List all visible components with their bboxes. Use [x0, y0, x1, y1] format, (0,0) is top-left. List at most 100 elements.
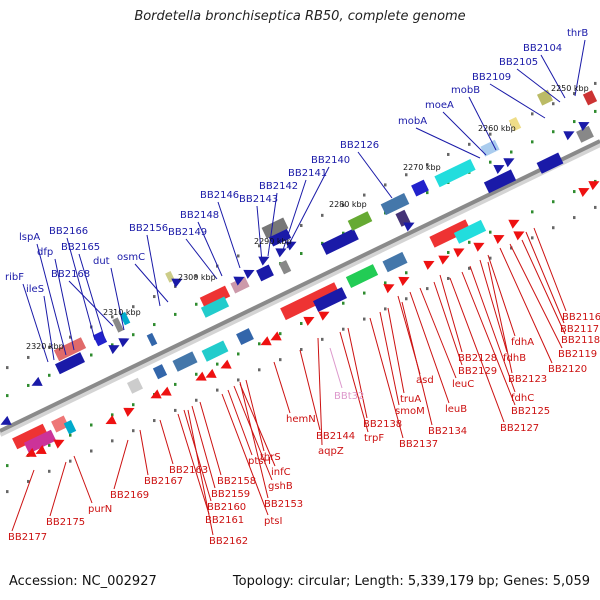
gene-block	[380, 193, 410, 216]
gene-label-asd[interactable]: asd	[416, 375, 434, 386]
gene-label-lspa[interactable]: lspA	[19, 232, 40, 243]
gc-dot	[195, 274, 198, 278]
leader-line	[146, 234, 161, 307]
strand-arrow	[105, 415, 117, 425]
gene-label-bb2169[interactable]: BB2169	[110, 490, 149, 501]
gene-label-bb2125[interactable]: BB2125	[511, 406, 550, 417]
gene-label-fdha[interactable]: fdhA	[511, 337, 534, 348]
gene-label-bb2158[interactable]: BB2158	[217, 476, 256, 487]
gene-label-bb2160[interactable]: BB2160	[207, 502, 246, 513]
gc-dot	[111, 315, 114, 319]
gene-label-leub[interactable]: leuB	[445, 404, 467, 415]
gene-label-ptsh[interactable]: ptsH	[248, 456, 271, 467]
gc-dot	[132, 333, 135, 337]
gene-label-bb2117[interactable]: BB2117	[560, 324, 599, 335]
gc-dot	[405, 271, 408, 275]
gene-label-bb2116[interactable]: BB2116	[562, 312, 600, 323]
gene-label-bb2141[interactable]: BB2141	[288, 168, 327, 179]
gene-label-bb2129[interactable]: BB2129	[458, 366, 497, 377]
gene-label-thrs[interactable]: thrS	[260, 452, 281, 463]
leader-line	[317, 337, 323, 446]
gene-label-bb2140[interactable]: BB2140	[311, 155, 350, 166]
leader-line	[239, 381, 269, 499]
leader-line	[139, 429, 149, 476]
gene-label-leuc[interactable]: leuC	[452, 379, 474, 390]
gene-label-bb2109[interactable]: BB2109	[472, 72, 511, 83]
gene-label-bb2162[interactable]: BB2162	[209, 536, 248, 547]
gene-label-bb2163[interactable]: BB2163	[169, 465, 208, 476]
backbone-shadow	[0, 141, 600, 437]
gene-label-bb2148[interactable]: BB2148	[180, 210, 219, 221]
leader-line	[439, 274, 463, 353]
gene-label-ribf[interactable]: ribF	[5, 272, 24, 283]
strand-arrow	[303, 316, 315, 326]
gene-label-bb2177[interactable]: BB2177	[8, 532, 47, 543]
strand-arrow	[438, 255, 450, 265]
gene-label-moea[interactable]: moeA	[425, 100, 454, 111]
gene-label-bb2138[interactable]: BB2138	[363, 419, 402, 430]
gene-label-thrb[interactable]: thrB	[567, 28, 588, 39]
gene-label-bb2153[interactable]: BB2153	[264, 499, 303, 510]
gene-label-bb2156[interactable]: BB2156	[129, 223, 168, 234]
gene-label-osmc[interactable]: osmC	[117, 252, 145, 263]
gene-label-purn[interactable]: purN	[88, 504, 112, 515]
gene-label-bb2161[interactable]: BB2161	[205, 515, 244, 526]
gene-label-bb2168[interactable]: BB2168	[51, 269, 90, 280]
gc-dot	[195, 302, 198, 306]
gene-label-fdhb[interactable]: fdhB	[503, 353, 526, 364]
gene-label-bb2165[interactable]: BB2165	[61, 242, 100, 253]
gene-label-bb2126[interactable]: BB2126	[340, 140, 379, 151]
gc-dot	[111, 439, 114, 443]
gene-label-bb2159[interactable]: BB2159	[211, 489, 250, 500]
gene-label-infc[interactable]: infC	[271, 467, 291, 478]
gene-label-trua[interactable]: truA	[400, 394, 421, 405]
gene-block	[230, 276, 250, 294]
gene-label-bb2128[interactable]: BB2128	[458, 353, 497, 364]
gene-label-bb2175[interactable]: BB2175	[46, 517, 85, 528]
gene-label-bb2143[interactable]: BB2143	[239, 194, 278, 205]
gene-label-dfp[interactable]: dfp	[37, 247, 53, 258]
gene-label-moba[interactable]: mobA	[398, 116, 427, 127]
gene-label-iles[interactable]: ileS	[26, 284, 44, 295]
gene-label-aqpz[interactable]: aqpZ	[318, 446, 344, 457]
gene-label-smom[interactable]: smoM	[395, 406, 425, 417]
rna-label-bbt32[interactable]: BBt32	[334, 391, 364, 402]
gene-label-hemn[interactable]: hemN	[286, 414, 316, 425]
strand-arrow	[258, 256, 270, 266]
gene-label-bb2149[interactable]: BB2149	[168, 227, 207, 238]
gene-block	[536, 152, 564, 174]
leader-line	[197, 221, 223, 277]
gene-label-bb2146[interactable]: BB2146	[200, 190, 239, 201]
gene-label-trpf[interactable]: trpF	[364, 433, 384, 444]
gene-block	[119, 311, 131, 326]
gene-label-fdhc[interactable]: fdhC	[511, 393, 534, 404]
gene-label-bb2137[interactable]: BB2137	[399, 439, 438, 450]
gene-label-bb2142[interactable]: BB2142	[259, 181, 298, 192]
gene-label-ptsi[interactable]: ptsI	[264, 516, 282, 527]
gene-label-bb2144[interactable]: BB2144	[316, 431, 355, 442]
gene-label-dut[interactable]: dut	[93, 256, 110, 267]
gene-label-mobb[interactable]: mobB	[451, 85, 480, 96]
gene-label-bb2166[interactable]: BB2166	[49, 226, 88, 237]
gene-label-bb2105[interactable]: BB2105	[499, 57, 538, 68]
gc-dot	[447, 152, 450, 156]
scale-tick-label: 2280 kbp	[329, 200, 367, 209]
gc-dot	[573, 190, 576, 194]
gene-label-bb2127[interactable]: BB2127	[500, 423, 539, 434]
leader-line	[540, 54, 566, 99]
gene-label-bb2134[interactable]: BB2134	[428, 426, 467, 437]
strand-arrow	[423, 260, 435, 270]
gene-label-bb2123[interactable]: BB2123	[508, 374, 547, 385]
gene-block	[480, 139, 500, 157]
gene-label-bb2104[interactable]: BB2104	[523, 43, 562, 54]
gene-label-bb2118[interactable]: BB2118	[561, 335, 600, 346]
gene-label-gshb[interactable]: gshB	[268, 481, 293, 492]
gene-label-bb2120[interactable]: BB2120	[548, 364, 587, 375]
gc-dot	[531, 112, 534, 116]
strand-arrow	[220, 359, 232, 369]
gc-dot	[48, 373, 51, 377]
scale-ticks: 2250 kbp 2260 kbp 2270 kbp 2280 kbp 2290 kbp…	[26, 84, 589, 351]
gc-dot	[426, 163, 429, 167]
gene-label-bb2119[interactable]: BB2119	[558, 349, 597, 360]
gene-label-bb2167[interactable]: BB2167	[144, 476, 183, 487]
